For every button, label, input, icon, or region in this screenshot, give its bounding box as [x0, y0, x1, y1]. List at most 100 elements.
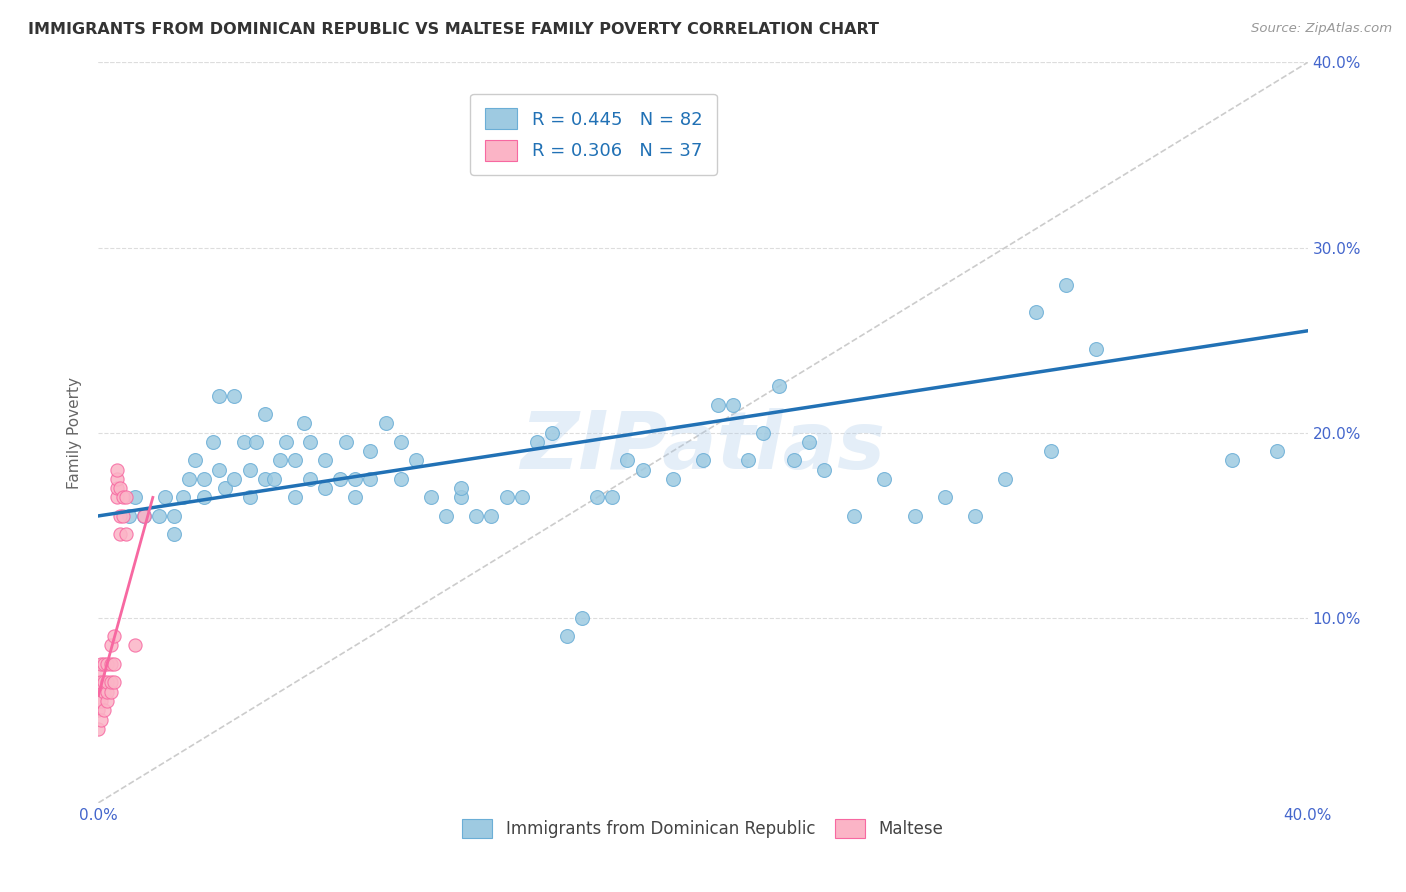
- Point: [752, 425, 775, 440]
- Point: [239, 491, 262, 505]
- Point: [90, 694, 112, 708]
- Point: [105, 462, 128, 476]
- Point: [405, 453, 427, 467]
- Point: [1085, 343, 1108, 357]
- Point: [184, 453, 207, 467]
- Point: [737, 453, 759, 467]
- Point: [481, 508, 503, 523]
- Point: [103, 675, 125, 690]
- Point: [96, 657, 118, 671]
- Point: [934, 491, 956, 505]
- Point: [172, 491, 194, 505]
- Point: [434, 508, 457, 523]
- Point: [723, 398, 745, 412]
- Point: [284, 491, 307, 505]
- Point: [360, 444, 382, 458]
- Point: [813, 462, 835, 476]
- Point: [465, 508, 488, 523]
- Point: [96, 675, 118, 690]
- Point: [844, 508, 866, 523]
- Point: [253, 407, 276, 421]
- Point: [389, 472, 412, 486]
- Point: [214, 481, 236, 495]
- Point: [510, 491, 533, 505]
- Point: [540, 425, 562, 440]
- Point: [344, 472, 367, 486]
- Point: [93, 703, 115, 717]
- Point: [87, 694, 110, 708]
- Point: [420, 491, 443, 505]
- Point: [873, 472, 896, 486]
- Point: [224, 472, 246, 486]
- Point: [114, 527, 136, 541]
- Point: [586, 491, 609, 505]
- Point: [232, 434, 254, 449]
- Point: [284, 453, 307, 467]
- Point: [616, 453, 638, 467]
- Point: [90, 657, 112, 671]
- Point: [87, 675, 110, 690]
- Point: [93, 685, 115, 699]
- Point: [103, 629, 125, 643]
- Point: [299, 434, 322, 449]
- Point: [692, 453, 714, 467]
- Point: [100, 685, 122, 699]
- Point: [495, 491, 517, 505]
- Point: [108, 508, 131, 523]
- Point: [783, 453, 806, 467]
- Point: [314, 481, 336, 495]
- Point: [153, 491, 176, 505]
- Point: [114, 491, 136, 505]
- Point: [797, 434, 820, 449]
- Point: [314, 453, 336, 467]
- Point: [526, 434, 548, 449]
- Point: [1267, 444, 1289, 458]
- Point: [208, 388, 231, 402]
- Point: [360, 472, 382, 486]
- Point: [239, 462, 262, 476]
- Text: ZIPatlas: ZIPatlas: [520, 409, 886, 486]
- Point: [111, 491, 134, 505]
- Point: [344, 491, 367, 505]
- Point: [292, 417, 315, 431]
- Point: [118, 508, 141, 523]
- Point: [374, 417, 396, 431]
- Point: [105, 491, 128, 505]
- Point: [111, 508, 134, 523]
- Point: [179, 472, 201, 486]
- Point: [1220, 453, 1243, 467]
- Point: [965, 508, 987, 523]
- Point: [105, 472, 128, 486]
- Point: [148, 508, 170, 523]
- Point: [450, 491, 472, 505]
- Point: [208, 462, 231, 476]
- Point: [100, 657, 122, 671]
- Point: [163, 527, 186, 541]
- Point: [329, 472, 352, 486]
- Point: [450, 481, 472, 495]
- Point: [96, 694, 118, 708]
- Point: [389, 434, 412, 449]
- Point: [90, 713, 112, 727]
- Point: [90, 675, 112, 690]
- Point: [335, 434, 357, 449]
- Point: [707, 398, 730, 412]
- Text: Source: ZipAtlas.com: Source: ZipAtlas.com: [1251, 22, 1392, 36]
- Text: IMMIGRANTS FROM DOMINICAN REPUBLIC VS MALTESE FAMILY POVERTY CORRELATION CHART: IMMIGRANTS FROM DOMINICAN REPUBLIC VS MA…: [28, 22, 879, 37]
- Point: [108, 527, 131, 541]
- Point: [1039, 444, 1062, 458]
- Point: [245, 434, 267, 449]
- Point: [224, 388, 246, 402]
- Point: [602, 491, 624, 505]
- Point: [96, 685, 118, 699]
- Point: [274, 434, 297, 449]
- Point: [299, 472, 322, 486]
- Point: [202, 434, 225, 449]
- Point: [163, 508, 186, 523]
- Point: [124, 639, 146, 653]
- Point: [132, 508, 155, 523]
- Point: [193, 472, 215, 486]
- Point: [87, 722, 110, 736]
- Legend: Immigrants from Dominican Republic, Maltese: Immigrants from Dominican Republic, Malt…: [454, 810, 952, 847]
- Point: [124, 491, 146, 505]
